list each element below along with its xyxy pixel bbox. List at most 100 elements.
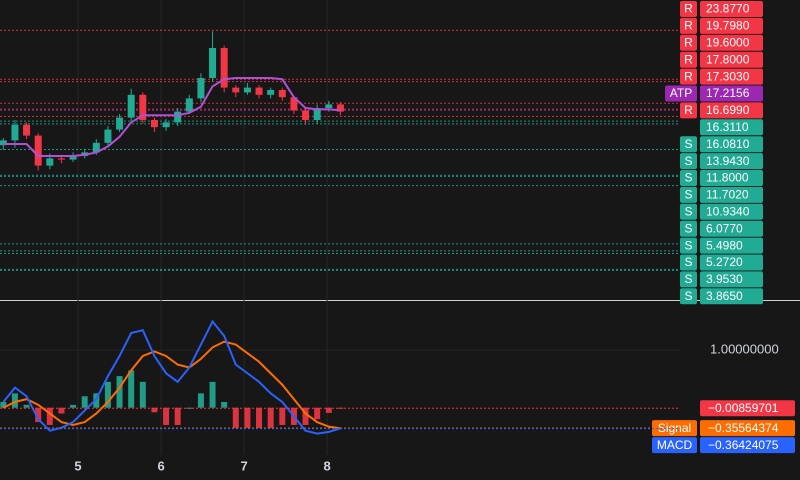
candle-body (336, 104, 344, 112)
level-tag-box (680, 186, 697, 203)
candle-body (127, 94, 135, 118)
histogram-bar (35, 407, 42, 423)
level-tag-box (680, 237, 697, 254)
candle-body (139, 94, 147, 120)
level-tag: S (684, 137, 692, 151)
histogram-bar (302, 407, 309, 425)
level-tag-box (680, 34, 697, 51)
candle-body (290, 97, 298, 111)
histogram-bar (116, 376, 123, 408)
level-value-box (700, 136, 763, 153)
candle-body (150, 120, 158, 128)
level-tag-box (680, 220, 697, 237)
level-value: 10.9340 (706, 204, 750, 218)
y-tick-label: 1.00000000 (710, 342, 779, 357)
candle-body (325, 104, 333, 108)
level-value-box (700, 85, 763, 102)
level-tag: S (684, 204, 692, 218)
series-name-box (652, 420, 697, 437)
histogram-bar (0, 401, 7, 408)
level-tag-box (680, 68, 697, 85)
x-tick-label: 8 (324, 458, 331, 473)
histogram-bar (104, 381, 111, 408)
candle-body (0, 140, 7, 146)
level-tag: S (684, 171, 692, 185)
series-name-box (652, 437, 697, 454)
level-tag: R (684, 19, 693, 33)
x-tick-label: 7 (240, 458, 247, 473)
macd-line (2, 319, 341, 435)
histogram-bar (128, 370, 135, 408)
histogram-bar (209, 381, 216, 408)
level-tag: S (684, 255, 692, 269)
level-value-box (700, 271, 763, 288)
level-value-box (700, 34, 763, 51)
level-value-box (700, 68, 763, 85)
candle-body (197, 78, 205, 99)
level-value-box (700, 17, 763, 34)
level-value: 16.6990 (706, 103, 750, 117)
candle-body (116, 117, 124, 130)
candle-body (255, 87, 263, 95)
last-value-box (700, 400, 795, 417)
level-value: 23.8770 (706, 2, 750, 16)
level-tag: S (684, 221, 692, 235)
last-value-box (700, 420, 795, 437)
candle-body (69, 156, 77, 160)
level-value-box (700, 153, 763, 170)
candle-body (278, 90, 286, 98)
candle-body (220, 48, 228, 88)
level-value: 5.2720 (706, 255, 743, 269)
level-tag-box (680, 288, 697, 305)
level-tag-box (680, 170, 697, 186)
last-value-box (700, 437, 795, 454)
histogram-bar (23, 404, 30, 408)
x-tick-label: 6 (157, 458, 164, 473)
level-tag: ATP (670, 86, 692, 100)
histogram-bar (314, 407, 321, 420)
level-value-box (700, 119, 763, 136)
level-tag-box (680, 102, 697, 119)
level-value-box (700, 220, 763, 237)
level-value-box (700, 1, 763, 17)
level-value: 16.3110 (706, 120, 749, 134)
candle-body (92, 142, 100, 153)
level-tag-box (680, 203, 697, 220)
candle-body (209, 48, 217, 78)
candle-body (104, 129, 112, 143)
level-tag: R (684, 35, 693, 49)
series-name: MACD (657, 438, 693, 452)
candle-body (34, 135, 42, 166)
level-tag-box (680, 1, 697, 17)
level-tag: S (684, 188, 692, 202)
level-value: 17.3030 (706, 69, 750, 83)
level-tag-box (680, 17, 697, 34)
level-tag-box (680, 136, 697, 153)
level-tag: S (684, 289, 692, 303)
level-tag-box (665, 85, 697, 102)
histogram-bar (174, 407, 181, 425)
histogram-bar (70, 404, 77, 408)
histogram-bar (93, 393, 100, 408)
candle-body (313, 108, 321, 120)
atp-line (3, 77, 341, 157)
level-value-box (700, 51, 763, 68)
last-value-label: −0.00859701 (708, 401, 779, 415)
candle-body (174, 111, 182, 123)
level-value: 5.4980 (706, 238, 743, 252)
candle-body (243, 87, 251, 93)
histogram-bar (244, 407, 251, 428)
level-value: 6.0770 (706, 221, 743, 235)
level-tag: R (684, 52, 693, 66)
candle-body (162, 122, 170, 128)
histogram-bar (325, 407, 332, 413)
histogram-bar (256, 407, 263, 428)
level-value-box (700, 186, 763, 203)
histogram-bar (11, 393, 18, 408)
level-tag-box (680, 51, 697, 68)
histogram-bar (267, 407, 274, 428)
level-value-box (700, 237, 763, 254)
candle-body (232, 87, 240, 93)
level-tag-box (680, 271, 697, 288)
